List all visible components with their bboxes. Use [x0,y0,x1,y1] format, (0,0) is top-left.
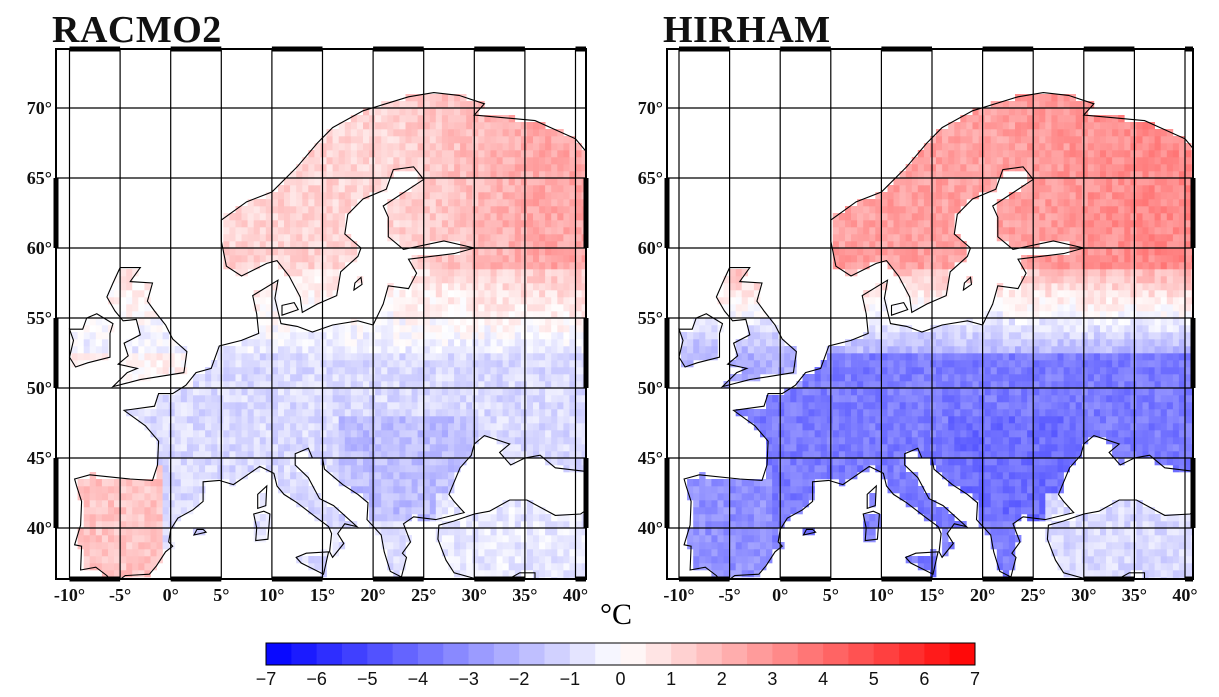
colorbar-swatch [392,643,419,665]
map-panel-racmo2: -10° -5° 0° 5° 10° 15° 20° 25° 30° 35° 40° 70° 65° 60… [27,46,589,605]
colorbar-unit-label: °C [600,598,633,631]
lon-tick-label: -10° [54,585,85,605]
lon-tick-label: 15° [310,585,335,605]
colorbar-swatch [341,643,368,665]
colorbar-swatch [417,643,444,665]
frame-segments [53,46,589,582]
lon-tick-label: 5° [823,585,839,605]
lat-tick-label: 55° [638,308,663,328]
frame-segments [664,46,1196,582]
colorbar-swatch [873,643,900,665]
colorbar-swatch [721,643,748,665]
colorbar-swatch [696,643,723,665]
panel-title-hirham: HIRHAM [663,9,831,51]
map-panel-hirham: -10° -5° 0° 5° 10° 15° 20° 25° 30° 35° 40° 70° 65° 60… [638,46,1198,605]
colorbar-swatch [924,643,951,665]
lat-tick-label: 45° [27,448,52,468]
lon-tick-label: 25° [1021,585,1046,605]
colorbar-swatch [468,643,495,665]
lon-tick-label: 30° [1071,585,1096,605]
lat-tick-label: 40° [638,518,663,538]
lat-tick-label: 60° [638,238,663,258]
lat-tick-label: 70° [27,98,52,118]
colorbar-tick-label: 7 [970,669,980,689]
colorbar-swatch [367,643,394,665]
colorbar-outline [265,642,976,666]
lon-tick-label: 15° [919,585,944,605]
lat-tick-label: 50° [638,378,663,398]
colorbar-swatch [291,643,318,665]
lon-tick-label: 25° [411,585,436,605]
lon-tick-label: 35° [512,585,537,605]
colorbar-tick-label: −7 [256,669,277,689]
lon-tick-label: 20° [970,585,995,605]
colorbar-swatch [266,643,292,665]
graticule [56,49,586,579]
colorbar-tick-label: −3 [458,669,479,689]
colorbar-swatch [747,643,773,665]
colorbar-tick-label: −1 [560,669,581,689]
colorbar-swatch [797,643,824,665]
graticule [667,49,1193,579]
colorbar-swatch [443,643,469,665]
lon-tick-label: -5° [718,585,740,605]
colorbar-tick-label: 1 [666,669,676,689]
lon-tick-label: 40° [1172,585,1197,605]
lat-tick-label: 70° [638,98,663,118]
colorbar-swatch [519,643,545,665]
colorbar-tick-label: 6 [919,669,929,689]
lat-tick-label: 55° [27,308,52,328]
colorbar-swatch [823,643,849,665]
lat-tick-label: 50° [27,378,52,398]
colorbar-swatch [645,643,672,665]
colorbar-swatch [493,643,520,665]
lon-tick-label: 10° [259,585,284,605]
colorbar-swatch [595,643,621,665]
colorbar-swatch [949,643,976,665]
panel-title-racmo2: RACMO2 [52,9,222,51]
lon-tick-label: 40° [563,585,588,605]
lon-tick-label: -5° [109,585,131,605]
colorbar-tick-label: −6 [306,669,327,689]
colorbar-tick-label: 2 [717,669,727,689]
anomaly-field [681,94,1193,579]
colorbar-tick-label: −5 [357,669,378,689]
colorbar: −7 −6 −5 −4 −3 −2 −1 0 1 2 3 4 5 6 7 [256,642,980,689]
colorbar-swatch [316,643,343,665]
colorbar-swatch [620,643,647,665]
lon-tick-label: -10° [663,585,694,605]
colorbar-swatch [899,643,925,665]
colorbar-tick-label: 0 [615,669,625,689]
colorbar-tick-label: 4 [818,669,828,689]
lat-tick-label: 65° [27,168,52,188]
lat-tick-label: 65° [638,168,663,188]
lon-tick-label: 0° [163,585,179,605]
lon-tick-label: 35° [1122,585,1147,605]
colorbar-swatch [772,643,799,665]
colorbar-swatch [671,643,697,665]
colorbar-swatch [569,643,596,665]
colorbar-swatch [848,643,875,665]
lon-tick-label: 0° [772,585,788,605]
colorbar-tick-label: −2 [509,669,530,689]
lon-tick-label: 5° [213,585,229,605]
lat-tick-label: 60° [27,238,52,258]
colorbar-tick-label: 3 [767,669,777,689]
lat-tick-label: 40° [27,518,52,538]
colorbar-swatch [544,643,571,665]
lat-tick-label: 45° [638,448,663,468]
lon-tick-label: 10° [869,585,894,605]
colorbar-tick-label: 5 [869,669,879,689]
lon-tick-label: 20° [360,585,385,605]
colorbar-tick-label: −4 [408,669,429,689]
lon-tick-label: 30° [462,585,487,605]
